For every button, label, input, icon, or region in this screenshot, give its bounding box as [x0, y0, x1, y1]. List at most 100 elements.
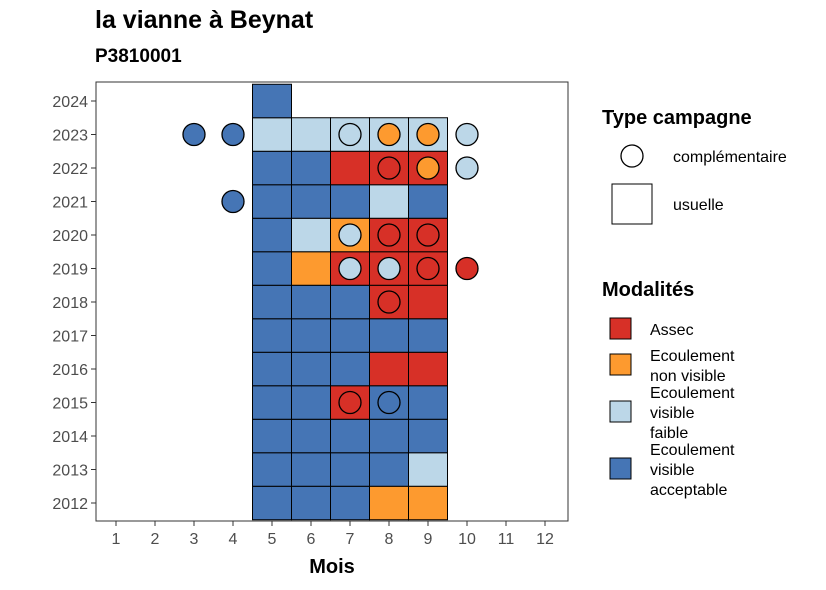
tile-2013-6: [291, 452, 331, 487]
x-tick-label-7: 7: [346, 531, 355, 548]
y-tick-label-2022: 2022: [52, 161, 88, 178]
legend-label-ecoulement-visible-faible: Ecoulement visible faible: [650, 385, 735, 442]
y-tick-label-2023: 2023: [52, 128, 88, 145]
point-2020-9: [416, 223, 440, 247]
tile-2023-5: [252, 117, 292, 152]
x-tick-label-6: 6: [307, 531, 316, 548]
point-2018-8: [377, 290, 401, 314]
y-tick-label-2012: 2012: [52, 496, 88, 513]
tile-2012-8: [369, 485, 409, 521]
tile-2020-5: [252, 217, 292, 253]
point-2022-9: [416, 156, 440, 180]
y-tick-label-2020: 2020: [52, 228, 88, 245]
tile-2021-9: [408, 184, 448, 219]
y-tick-label-2019: 2019: [52, 262, 88, 279]
x-tick-label-2: 2: [151, 531, 160, 548]
tile-2022-7: [330, 150, 370, 186]
x-tick-label-12: 12: [536, 531, 554, 548]
point-2019-10: [455, 256, 479, 281]
tile-2021-7: [330, 184, 370, 219]
y-tick-label-2016: 2016: [52, 362, 88, 379]
x-tick-label-10: 10: [458, 531, 476, 548]
tile-2016-9: [408, 351, 448, 387]
y-tick-label-2018: 2018: [52, 295, 88, 312]
point-2015-8: [377, 390, 401, 415]
tile-2012-9: [408, 485, 448, 521]
tile-2013-7: [330, 452, 370, 487]
point-2021-4: [221, 189, 245, 214]
tile-2017-8: [369, 318, 409, 353]
tile-2021-5: [252, 184, 292, 219]
legend-label-assec: Assec: [650, 322, 694, 339]
tile-2021-8: [369, 184, 409, 219]
tile-2013-9: [408, 452, 448, 487]
legend-swatch-assec: [609, 317, 632, 340]
tile-2021-6: [291, 184, 331, 219]
point-2019-9: [416, 256, 440, 281]
y-tick-label-2021: 2021: [52, 195, 88, 212]
point-2022-10: [455, 156, 479, 180]
tile-2018-6: [291, 284, 331, 320]
tile-2015-5: [252, 385, 292, 420]
legend-key-usuelle: [611, 183, 653, 225]
tile-2013-5: [252, 452, 292, 487]
point-2023-3: [182, 122, 206, 147]
point-2023-8: [377, 122, 401, 147]
tile-2017-6: [291, 318, 331, 353]
tile-2015-6: [291, 385, 331, 420]
tile-2018-5: [252, 284, 292, 320]
y-tick-label-2013: 2013: [52, 463, 88, 480]
tile-2014-7: [330, 418, 370, 454]
point-2015-7: [338, 390, 362, 415]
tile-2015-9: [408, 385, 448, 420]
tile-2017-9: [408, 318, 448, 353]
tile-2012-7: [330, 485, 370, 521]
legend-key-complementaire: [620, 144, 644, 168]
tile-2022-6: [291, 150, 331, 186]
tile-2014-5: [252, 418, 292, 454]
y-tick-label-2024: 2024: [52, 94, 88, 111]
legend-label-ecoulement-non-visible: Ecoulement non visible: [650, 348, 735, 385]
tile-2014-9: [408, 418, 448, 454]
point-2023-7: [338, 122, 362, 147]
tile-2014-6: [291, 418, 331, 454]
tile-2016-6: [291, 351, 331, 387]
point-2019-7: [338, 256, 362, 281]
point-2023-4: [221, 122, 245, 147]
legend-swatch-ecoulement-visible-faible: [609, 400, 632, 423]
x-tick-label-4: 4: [229, 531, 238, 548]
y-tick-label-2014: 2014: [52, 429, 88, 446]
point-2023-10: [455, 122, 479, 147]
x-tick-label-1: 1: [112, 531, 121, 548]
legend-swatch-ecoulement-visible-acceptable: [609, 457, 632, 480]
x-tick-label-5: 5: [268, 531, 277, 548]
tile-2012-6: [291, 485, 331, 521]
point-2023-9: [416, 122, 440, 147]
chart-title: la vianne à Beynat: [95, 6, 314, 34]
x-axis-title: Mois: [309, 556, 355, 578]
tile-2016-7: [330, 351, 370, 387]
x-tick-label-11: 11: [498, 531, 515, 548]
point-2022-8: [377, 156, 401, 180]
tile-2022-5: [252, 150, 292, 186]
tile-2013-8: [369, 452, 409, 487]
chart-subtitle: P3810001: [95, 46, 182, 67]
tile-2020-6: [291, 217, 331, 253]
tile-2017-7: [330, 318, 370, 353]
tile-2019-5: [252, 251, 292, 286]
tile-2012-5: [252, 485, 292, 521]
legend-swatch-ecoulement-non-visible: [609, 353, 632, 376]
x-tick-label-8: 8: [385, 531, 394, 548]
point-2020-7: [338, 223, 362, 247]
y-tick-label-2015: 2015: [52, 396, 88, 413]
legend-mod-title: Modalités: [602, 279, 694, 301]
point-2020-8: [377, 223, 401, 247]
legend-type-title: Type campagne: [602, 107, 752, 129]
y-tick-label-2017: 2017: [52, 329, 88, 346]
tile-2024-5: [252, 83, 292, 119]
legend-label-usuelle: usuelle: [673, 197, 724, 214]
point-2019-8: [377, 256, 401, 281]
x-tick-label-3: 3: [190, 531, 199, 548]
tile-2017-5: [252, 318, 292, 353]
